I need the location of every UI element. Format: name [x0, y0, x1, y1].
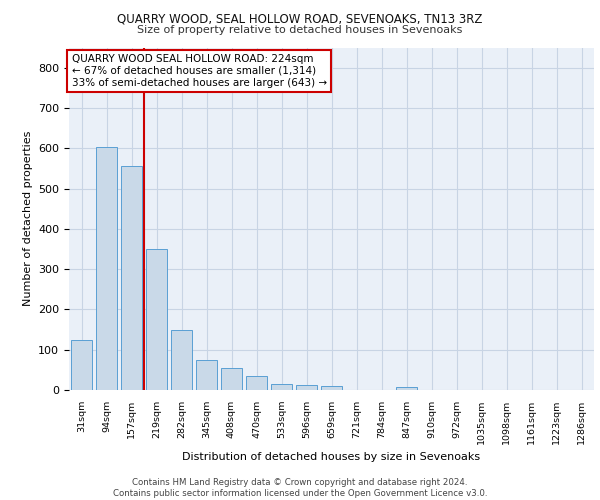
Text: QUARRY WOOD, SEAL HOLLOW ROAD, SEVENOAKS, TN13 3RZ: QUARRY WOOD, SEAL HOLLOW ROAD, SEVENOAKS… [118, 12, 482, 26]
Bar [196, 360, 217, 390]
Text: QUARRY WOOD SEAL HOLLOW ROAD: 224sqm
← 67% of detached houses are smaller (1,314: QUARRY WOOD SEAL HOLLOW ROAD: 224sqm ← 6… [71, 54, 327, 88]
Bar [171, 330, 192, 390]
Text: Size of property relative to detached houses in Sevenoaks: Size of property relative to detached ho… [137, 25, 463, 35]
Bar [396, 387, 417, 390]
Bar [121, 166, 142, 390]
Bar [96, 147, 117, 390]
Y-axis label: Number of detached properties: Number of detached properties [23, 131, 32, 306]
Bar [71, 340, 92, 390]
X-axis label: Distribution of detached houses by size in Sevenoaks: Distribution of detached houses by size … [182, 452, 481, 462]
Bar [246, 376, 267, 390]
Bar [271, 384, 292, 390]
Bar [146, 249, 167, 390]
Bar [221, 368, 242, 390]
Text: Contains HM Land Registry data © Crown copyright and database right 2024.
Contai: Contains HM Land Registry data © Crown c… [113, 478, 487, 498]
Bar [296, 385, 317, 390]
Bar [321, 386, 342, 390]
